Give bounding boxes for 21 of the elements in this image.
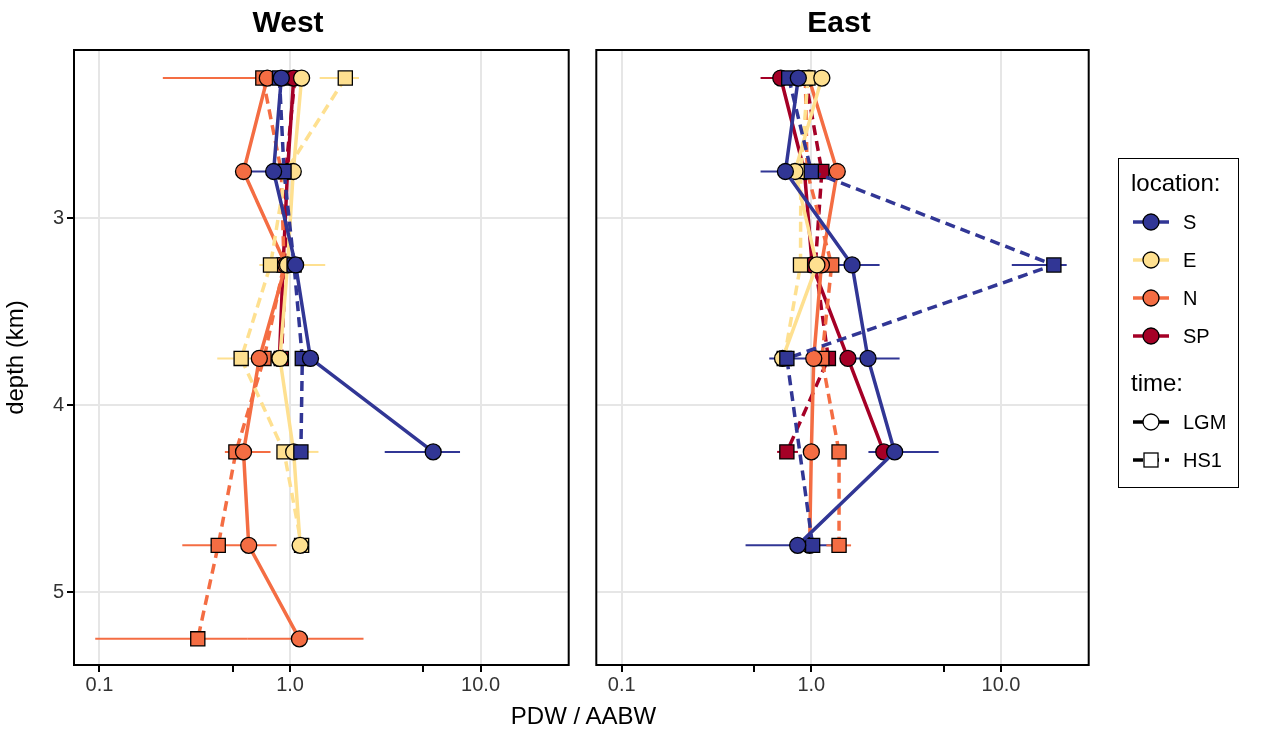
x-tick-label: 1.0 [797, 672, 826, 695]
legend-title: location: [1131, 169, 1222, 197]
y-tick-label: 5 [52, 579, 64, 602]
x-axis-title: PDW / AABW [509, 702, 658, 730]
chart-title: West [252, 5, 324, 39]
legend-label: SP [1183, 324, 1210, 348]
chart-title: East [807, 5, 871, 39]
x-tick-label: 10.0 [461, 672, 501, 695]
text: LGM [1183, 410, 1227, 434]
y-axis-title: depth (km) [1, 300, 29, 415]
y-tick-label: 3 [52, 205, 64, 228]
x-tick-label: 10.0 [981, 672, 1021, 695]
text: HS1 [1183, 448, 1222, 472]
legend-label: E [1183, 248, 1197, 272]
legend-label: S [1183, 210, 1197, 234]
x-tick-label: 0.1 [607, 672, 636, 695]
text: time: [1131, 369, 1184, 397]
x-tick-label: 0.1 [85, 672, 114, 695]
x-tick-label: 1.0 [276, 672, 304, 695]
legend-label: N [1183, 286, 1198, 310]
y-tick-label: 4 [52, 392, 64, 415]
